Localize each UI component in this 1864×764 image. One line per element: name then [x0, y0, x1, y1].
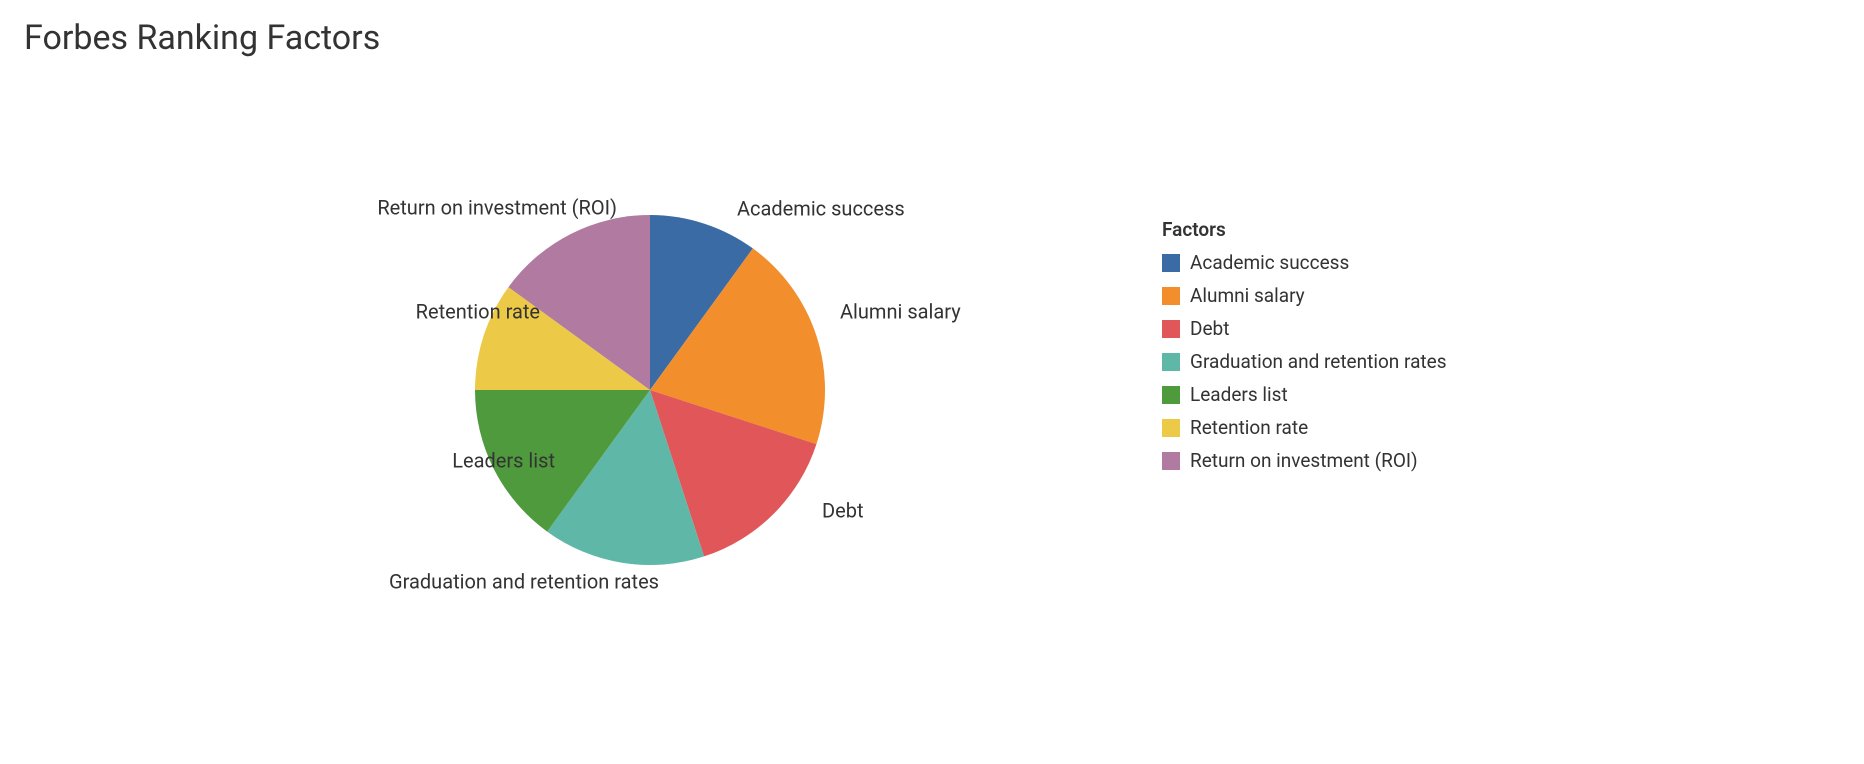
legend-item: Academic success	[1162, 251, 1447, 274]
legend-item-label: Graduation and retention rates	[1190, 350, 1447, 373]
pie-chart-svg: Academic success Alumni salary Debt Graduat…	[0, 0, 1864, 764]
legend-swatch	[1162, 320, 1180, 338]
legend-item: Graduation and retention rates	[1162, 350, 1447, 373]
legend-item-label: Retention rate	[1190, 416, 1308, 439]
pie-slice-label: Return on investment (ROI)	[377, 195, 617, 219]
legend-swatch	[1162, 419, 1180, 437]
legend-item-label: Return on investment (ROI)	[1190, 449, 1418, 472]
pie-slice-label: Alumni salary	[840, 299, 961, 323]
legend-item: Leaders list	[1162, 383, 1447, 406]
legend-item: Return on investment (ROI)	[1162, 449, 1447, 472]
pie-slice-label: Graduation and retention rates	[389, 569, 659, 593]
legend-item: Alumni salary	[1162, 284, 1447, 307]
legend-swatch	[1162, 452, 1180, 470]
legend: Factors Academic success Alumni salary Deb…	[1162, 218, 1447, 482]
legend-swatch	[1162, 386, 1180, 404]
pie-slice-label: Retention rate	[416, 299, 540, 323]
pie-slice-label: Debt	[822, 498, 864, 522]
pie-slice-label: Academic success	[737, 196, 905, 220]
legend-swatch	[1162, 353, 1180, 371]
legend-item: Debt	[1162, 317, 1447, 340]
legend-items: Academic success Alumni salary Debt Graduat…	[1162, 251, 1447, 472]
pie-slice-label: Leaders list	[452, 448, 555, 472]
legend-swatch	[1162, 254, 1180, 272]
legend-item-label: Leaders list	[1190, 383, 1288, 406]
legend-item: Retention rate	[1162, 416, 1447, 439]
legend-item-label: Alumni salary	[1190, 284, 1305, 307]
legend-item-label: Academic success	[1190, 251, 1349, 274]
legend-swatch	[1162, 287, 1180, 305]
pie-chart-container: Academic success Alumni salary Debt Graduat…	[0, 0, 1864, 764]
legend-title: Factors	[1162, 218, 1447, 241]
legend-item-label: Debt	[1190, 317, 1229, 340]
